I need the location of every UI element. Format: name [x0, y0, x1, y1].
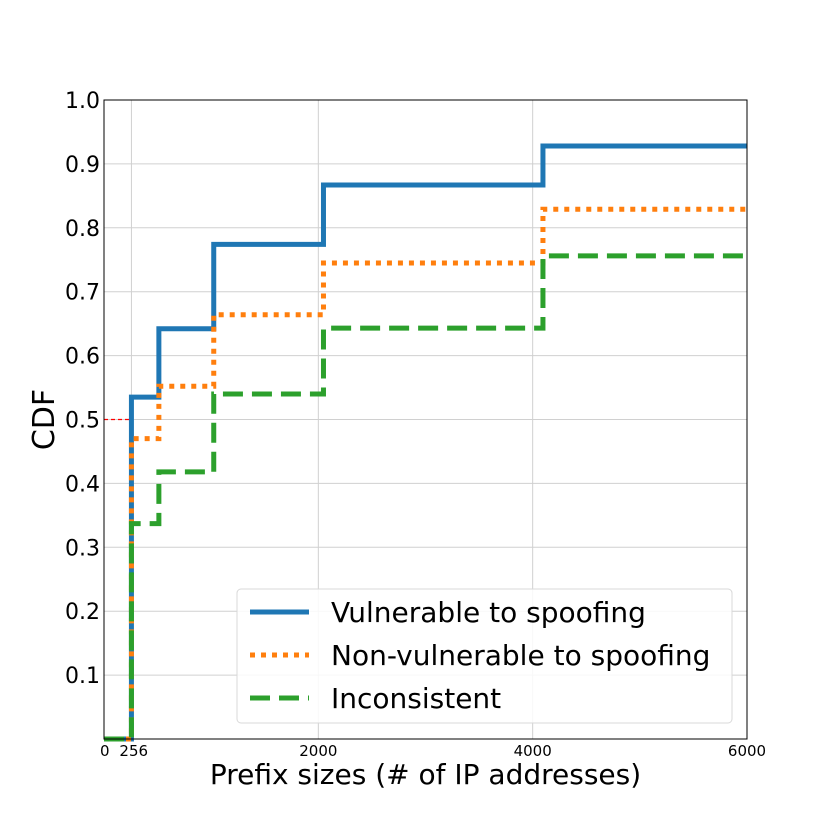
legend-label: Inconsistent	[331, 682, 501, 715]
series-line-non-vulnerable-to-spoofing	[104, 206, 747, 742]
y-tick-labels: 0.1 0.2 0.3 0.4 0.5 0.6 0.7 0.8 0.9 1.0	[65, 89, 100, 689]
y-tick-label: 0.9	[65, 153, 100, 178]
y-tick-label: 0.3	[65, 536, 100, 561]
legend: Vulnerable to spoofing Non-vulnerable to …	[236, 588, 733, 724]
legend-box	[236, 588, 733, 724]
y-axis-title: CDF	[27, 389, 62, 450]
y-tick-label: 1.0	[65, 89, 100, 114]
x-tick-labels: 0 256 2000 4000 6000	[100, 742, 766, 760]
y-tick-label: 0.7	[65, 281, 100, 306]
y-tick-label: 0.6	[65, 345, 100, 370]
series-line-inconsistent	[104, 253, 747, 742]
y-tick-label: 0.1	[65, 664, 100, 689]
x-tick-label: 2000	[299, 742, 337, 760]
x-tick-label: 6000	[728, 742, 766, 760]
plot-frame	[103, 99, 748, 740]
x-tick-label: 4000	[514, 742, 552, 760]
x-axis-title: Prefix sizes (# of IP addresses)	[210, 758, 641, 791]
median-reference-lines	[104, 418, 133, 739]
y-tick-label: 0.4	[65, 472, 100, 497]
y-tick-label: 0.2	[65, 600, 100, 625]
y-tick-label: 0.8	[65, 217, 100, 242]
legend-label: Vulnerable to spoofing	[331, 596, 646, 629]
legend-label: Non-vulnerable to spoofing	[331, 639, 710, 672]
x-tick-label: 256	[119, 742, 148, 760]
y-tick-label: 0.5	[65, 409, 100, 434]
x-tick-label: 0	[100, 742, 110, 760]
series-lines	[104, 143, 747, 742]
